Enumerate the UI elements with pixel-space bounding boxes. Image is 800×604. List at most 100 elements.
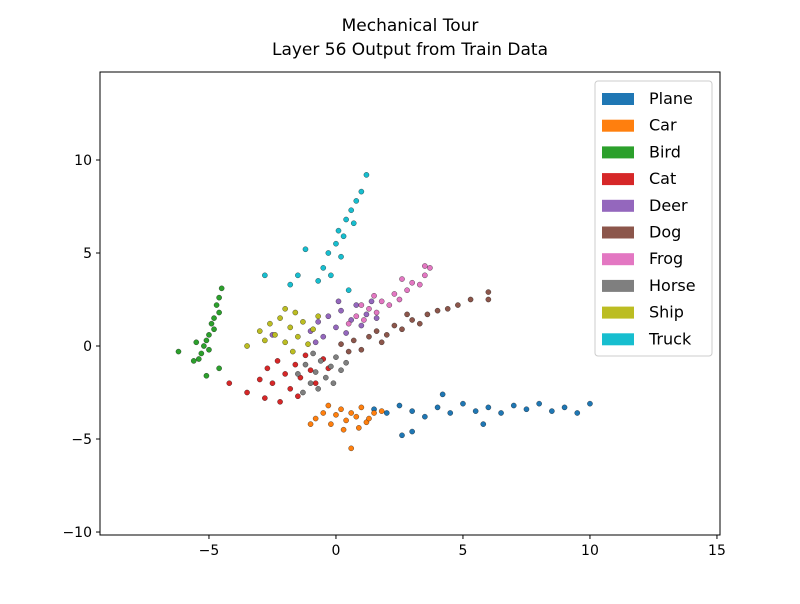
scatter-point	[536, 400, 542, 407]
scatter-point	[333, 324, 339, 331]
scatter-point	[391, 322, 398, 329]
scatter-point	[371, 293, 377, 299]
scatter-point	[424, 311, 431, 318]
chart-subtitle: Layer 56 Output from Train Data	[272, 40, 548, 60]
scatter-point	[295, 393, 301, 399]
scatter-point	[302, 352, 309, 359]
scatter-point	[404, 287, 410, 293]
legend-label: Frog	[649, 249, 683, 268]
scatter-point	[386, 302, 393, 308]
scatter-point	[216, 309, 222, 316]
scatter-point	[358, 346, 365, 353]
scatter-point	[320, 410, 327, 416]
scatter-point	[264, 365, 271, 372]
scatter-point	[338, 253, 344, 260]
y-tick-label: −5	[71, 432, 92, 448]
plot-points	[175, 172, 593, 452]
scatter-point	[312, 369, 319, 375]
scatter-point	[417, 320, 423, 327]
scatter-point	[399, 432, 405, 439]
scatter-point	[447, 410, 454, 416]
scatter-point	[427, 265, 433, 271]
scatter-point	[343, 417, 349, 424]
scatter-point	[444, 306, 451, 312]
scatter-point	[358, 188, 365, 195]
scatter-point	[292, 309, 299, 316]
scatter-point	[335, 227, 342, 234]
scatter-point	[345, 287, 352, 293]
scatter-point	[485, 296, 492, 303]
scatter-point	[287, 324, 293, 331]
scatter-point	[409, 280, 415, 286]
scatter-point	[307, 367, 314, 373]
scatter-point	[320, 265, 327, 271]
scatter-point	[409, 408, 415, 414]
scatter-point	[338, 367, 344, 373]
scatter-point	[262, 272, 268, 279]
scatter-point	[343, 216, 349, 223]
scatter-point	[325, 250, 332, 256]
legend-label: Ship	[649, 303, 684, 322]
scatter-point	[323, 374, 329, 381]
scatter-point	[338, 341, 344, 347]
scatter-point	[206, 332, 212, 338]
scatter-point	[203, 337, 210, 344]
scatter-point	[312, 339, 319, 346]
scatter-point	[396, 402, 403, 409]
scatter-point	[384, 410, 390, 416]
scatter-point	[340, 426, 347, 433]
plot-frame	[99, 71, 721, 536]
scatter-point	[371, 410, 377, 416]
scatter-point	[325, 402, 332, 409]
scatter-point	[295, 371, 301, 377]
legend-label: Plane	[649, 89, 693, 108]
scatter-point	[358, 302, 365, 308]
scatter-point	[472, 408, 479, 414]
y-tick-label: 10	[74, 153, 92, 169]
scatter-point	[434, 404, 441, 411]
scatter-point	[208, 320, 215, 327]
legend-label: Deer	[649, 196, 688, 215]
scatter-point	[356, 425, 362, 431]
scatter-point	[320, 333, 327, 340]
scatter-point	[300, 319, 306, 325]
scatter-point	[282, 339, 288, 346]
x-tick-label: −5	[199, 543, 220, 559]
scatter-point	[366, 415, 372, 422]
scatter-point	[262, 395, 268, 401]
scatter-point	[262, 337, 268, 344]
legend-swatch	[602, 333, 634, 346]
scatter-point	[511, 402, 517, 409]
scatter-point	[422, 272, 428, 279]
scatter-point	[485, 404, 492, 411]
scatter-point	[244, 389, 250, 396]
scatter-point	[417, 281, 423, 288]
x-tick-label: 15	[708, 543, 726, 559]
scatter-point	[282, 306, 288, 312]
scatter-point	[312, 415, 319, 422]
scatter-point	[455, 302, 461, 308]
scatter-point	[353, 313, 360, 319]
scatter-point	[325, 313, 332, 319]
scatter-point	[378, 339, 385, 346]
scatter-point	[333, 240, 339, 247]
scatter-point	[348, 207, 354, 213]
scatter-point	[175, 348, 182, 355]
scatter-point	[206, 346, 212, 353]
scatter-point	[384, 332, 390, 338]
scatter-point	[216, 294, 222, 301]
legend-swatch	[602, 199, 634, 212]
scatter-point	[348, 445, 354, 452]
y-tick-label: −10	[62, 525, 92, 541]
scatter-point	[315, 313, 321, 319]
scatter-point	[328, 421, 334, 427]
legend-swatch	[602, 173, 634, 186]
scatter-point	[269, 380, 276, 386]
scatter-point	[190, 358, 197, 364]
legend-swatch	[602, 253, 634, 266]
scatter-point	[328, 272, 334, 279]
legend-swatch	[602, 146, 634, 159]
scatter-point	[587, 400, 593, 407]
scatter-point	[574, 410, 581, 416]
